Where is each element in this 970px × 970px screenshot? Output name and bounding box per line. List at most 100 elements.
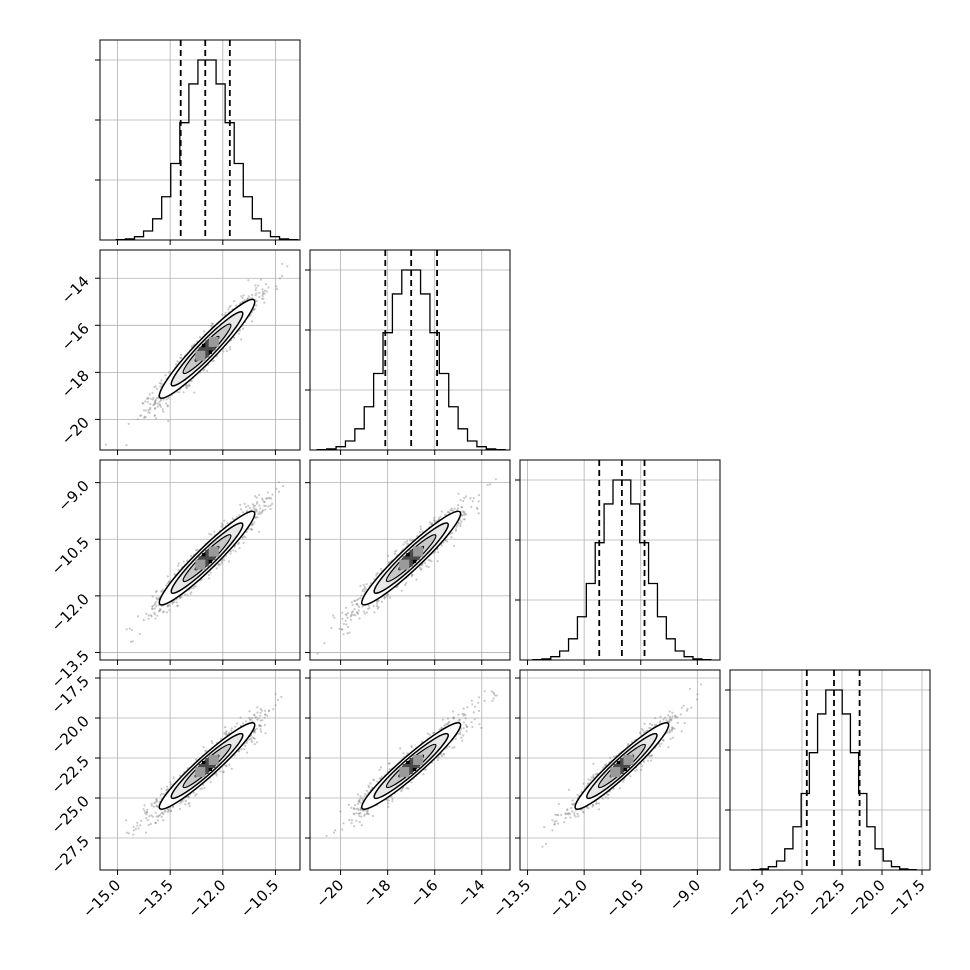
scatter-point [420,567,423,570]
scatter-point [233,754,236,757]
scatter-point [241,536,244,540]
scatter-point [160,382,163,385]
y-tick-label: −18 [58,366,93,401]
scatter-point [263,292,266,295]
scatter-point [238,514,241,517]
scatter-point [462,511,465,514]
scatter-point [153,613,157,616]
scatter-point [229,304,232,307]
scatter-point [262,292,265,295]
scatter-point [449,509,452,512]
scatter-point [248,506,251,510]
scatter-point [351,610,354,613]
scatter-point [447,510,450,514]
scatter-point [167,604,170,608]
scatter-point [244,536,247,539]
scatter-point [409,539,412,542]
y-tick-label: −12.0 [48,590,93,635]
scatter-point [465,513,468,516]
scatter-point [471,500,474,503]
scatter-point [153,402,156,405]
scatter-point [220,525,223,528]
scatter-point [379,567,382,570]
scatter-point [201,783,205,787]
scatter-point [377,599,380,602]
scatter-point [175,363,178,366]
scatter-point [261,294,264,298]
scatter-point [184,799,188,803]
scatter-point [263,501,266,504]
scatter-point [248,710,251,713]
scatter-point [160,590,163,593]
scatter-point [345,606,348,609]
scatter-point [130,640,133,644]
scatter-point [223,313,226,316]
scatter-point [147,409,150,412]
scatter-point [147,614,150,617]
scatter-point [149,614,152,617]
scatter-point [209,781,212,784]
scatter-point [255,300,258,303]
scatter-point [233,300,236,303]
scatter-point [270,497,273,500]
scatter-point [266,491,270,494]
scatter-point [244,505,247,509]
scatter-point [375,572,378,576]
scatter-point [354,614,357,617]
scatter-point [342,622,345,626]
scatter-point [433,516,436,519]
scatter-point [372,604,375,608]
scatter-point [411,539,414,542]
scatter-point [233,336,236,339]
scatter-point [153,603,156,606]
scatter-point [459,498,462,502]
scatter-point [219,563,222,566]
scatter-point [185,386,188,389]
scatter-point [462,499,465,503]
scatter-point [247,738,251,741]
scatter-point [251,293,254,297]
scatter-point [202,330,206,333]
scatter-point [428,521,431,524]
scatter-point [260,709,264,712]
scatter-point [346,632,349,635]
scatter-point [486,483,489,486]
scatter-point [363,612,366,615]
scatter-point [166,582,169,585]
scatter-point [264,713,267,716]
scatter-point [277,490,281,493]
scatter-point [238,750,241,753]
scatter-point [240,295,243,298]
scatter-point [358,605,361,609]
scatter-point [440,544,443,547]
scatter-point [153,414,156,417]
scatter-point [239,301,242,304]
scatter-point [159,405,162,408]
scatter-point [259,714,262,717]
scatter-point [165,611,169,614]
scatter-point [255,292,258,295]
scatter-point [251,522,254,526]
scatter-point [344,613,347,616]
scatter-point [155,805,158,808]
scatter-point [152,398,155,401]
scatter-point [411,573,414,577]
scatter-point [350,614,353,617]
scatter-point [452,544,456,547]
scatter-point [175,601,178,604]
scatter-point [148,411,151,414]
scatter-point [376,607,379,610]
scatter-point [421,530,424,533]
scatter-point [206,369,209,372]
scatter-point [185,559,188,562]
scatter-point [266,497,269,500]
scatter-point [156,598,159,601]
scatter-point [200,578,203,581]
scatter-point [255,510,258,513]
scatter-point [235,304,238,307]
scatter-point [418,566,421,569]
scatter-point [152,396,155,399]
scatter-point [153,414,156,417]
scatter-point [411,573,414,577]
scatter-point [459,524,462,528]
